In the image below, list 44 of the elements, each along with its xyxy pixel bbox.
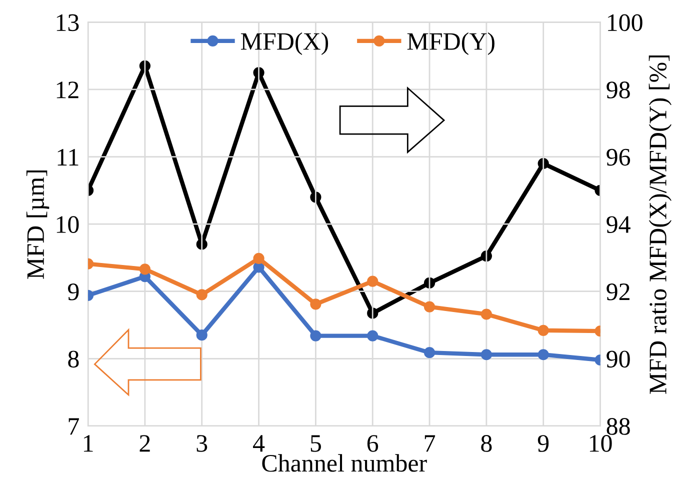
x-tick-label: 3 bbox=[196, 435, 208, 452]
y-tick-label: 11 bbox=[58, 148, 78, 166]
x-tick-label: 2 bbox=[140, 435, 150, 452]
legend-label: MFD(X) bbox=[240, 32, 328, 56]
y2-tick-label: 96 bbox=[606, 148, 630, 166]
y2-tick-label: 98 bbox=[606, 82, 630, 98]
point bbox=[538, 349, 549, 360]
y-axis-title: MFD [µm] bbox=[26, 170, 50, 279]
y2-tick-label: 94 bbox=[606, 216, 630, 233]
y-tick-label: 12 bbox=[56, 82, 78, 98]
y2-tick-label: 92 bbox=[606, 283, 630, 300]
x-tick-label: 7 bbox=[424, 435, 436, 452]
point bbox=[310, 330, 322, 342]
point bbox=[139, 264, 150, 275]
y2-tick-label: 90 bbox=[606, 350, 630, 368]
x-tick-label: 10 bbox=[590, 435, 612, 452]
point bbox=[424, 277, 436, 289]
point bbox=[253, 252, 264, 264]
point bbox=[480, 308, 492, 320]
y-tick-label: 7 bbox=[68, 418, 79, 435]
y-tick-label: 13 bbox=[56, 14, 79, 32]
point bbox=[538, 324, 549, 336]
y2-tick-label: 88 bbox=[606, 418, 630, 435]
y2-tick-label: 100 bbox=[608, 14, 642, 32]
legend-label: MFD(Y) bbox=[407, 32, 494, 56]
point bbox=[424, 347, 436, 358]
x-tick-label: 1 bbox=[84, 435, 93, 452]
point bbox=[310, 298, 322, 310]
x-tick-label: 4 bbox=[253, 435, 265, 452]
point bbox=[196, 289, 208, 300]
y-tick-label: 8 bbox=[68, 350, 79, 368]
x-tick-label: 5 bbox=[310, 435, 321, 452]
point bbox=[367, 276, 378, 287]
point bbox=[480, 349, 492, 360]
x-tick-label: 9 bbox=[538, 435, 549, 452]
point bbox=[196, 330, 208, 341]
x-tick-label: 6 bbox=[367, 435, 378, 452]
y-tick-label: 9 bbox=[68, 283, 79, 300]
point bbox=[367, 330, 378, 342]
y-tick-label: 10 bbox=[56, 216, 79, 233]
x-tick-label: 8 bbox=[481, 435, 492, 452]
point bbox=[424, 301, 436, 312]
y2-axis-title: MFD ratio MFD(X)/MFD(Y) [%] bbox=[648, 55, 672, 394]
x-axis-title: Channel number bbox=[262, 454, 427, 472]
